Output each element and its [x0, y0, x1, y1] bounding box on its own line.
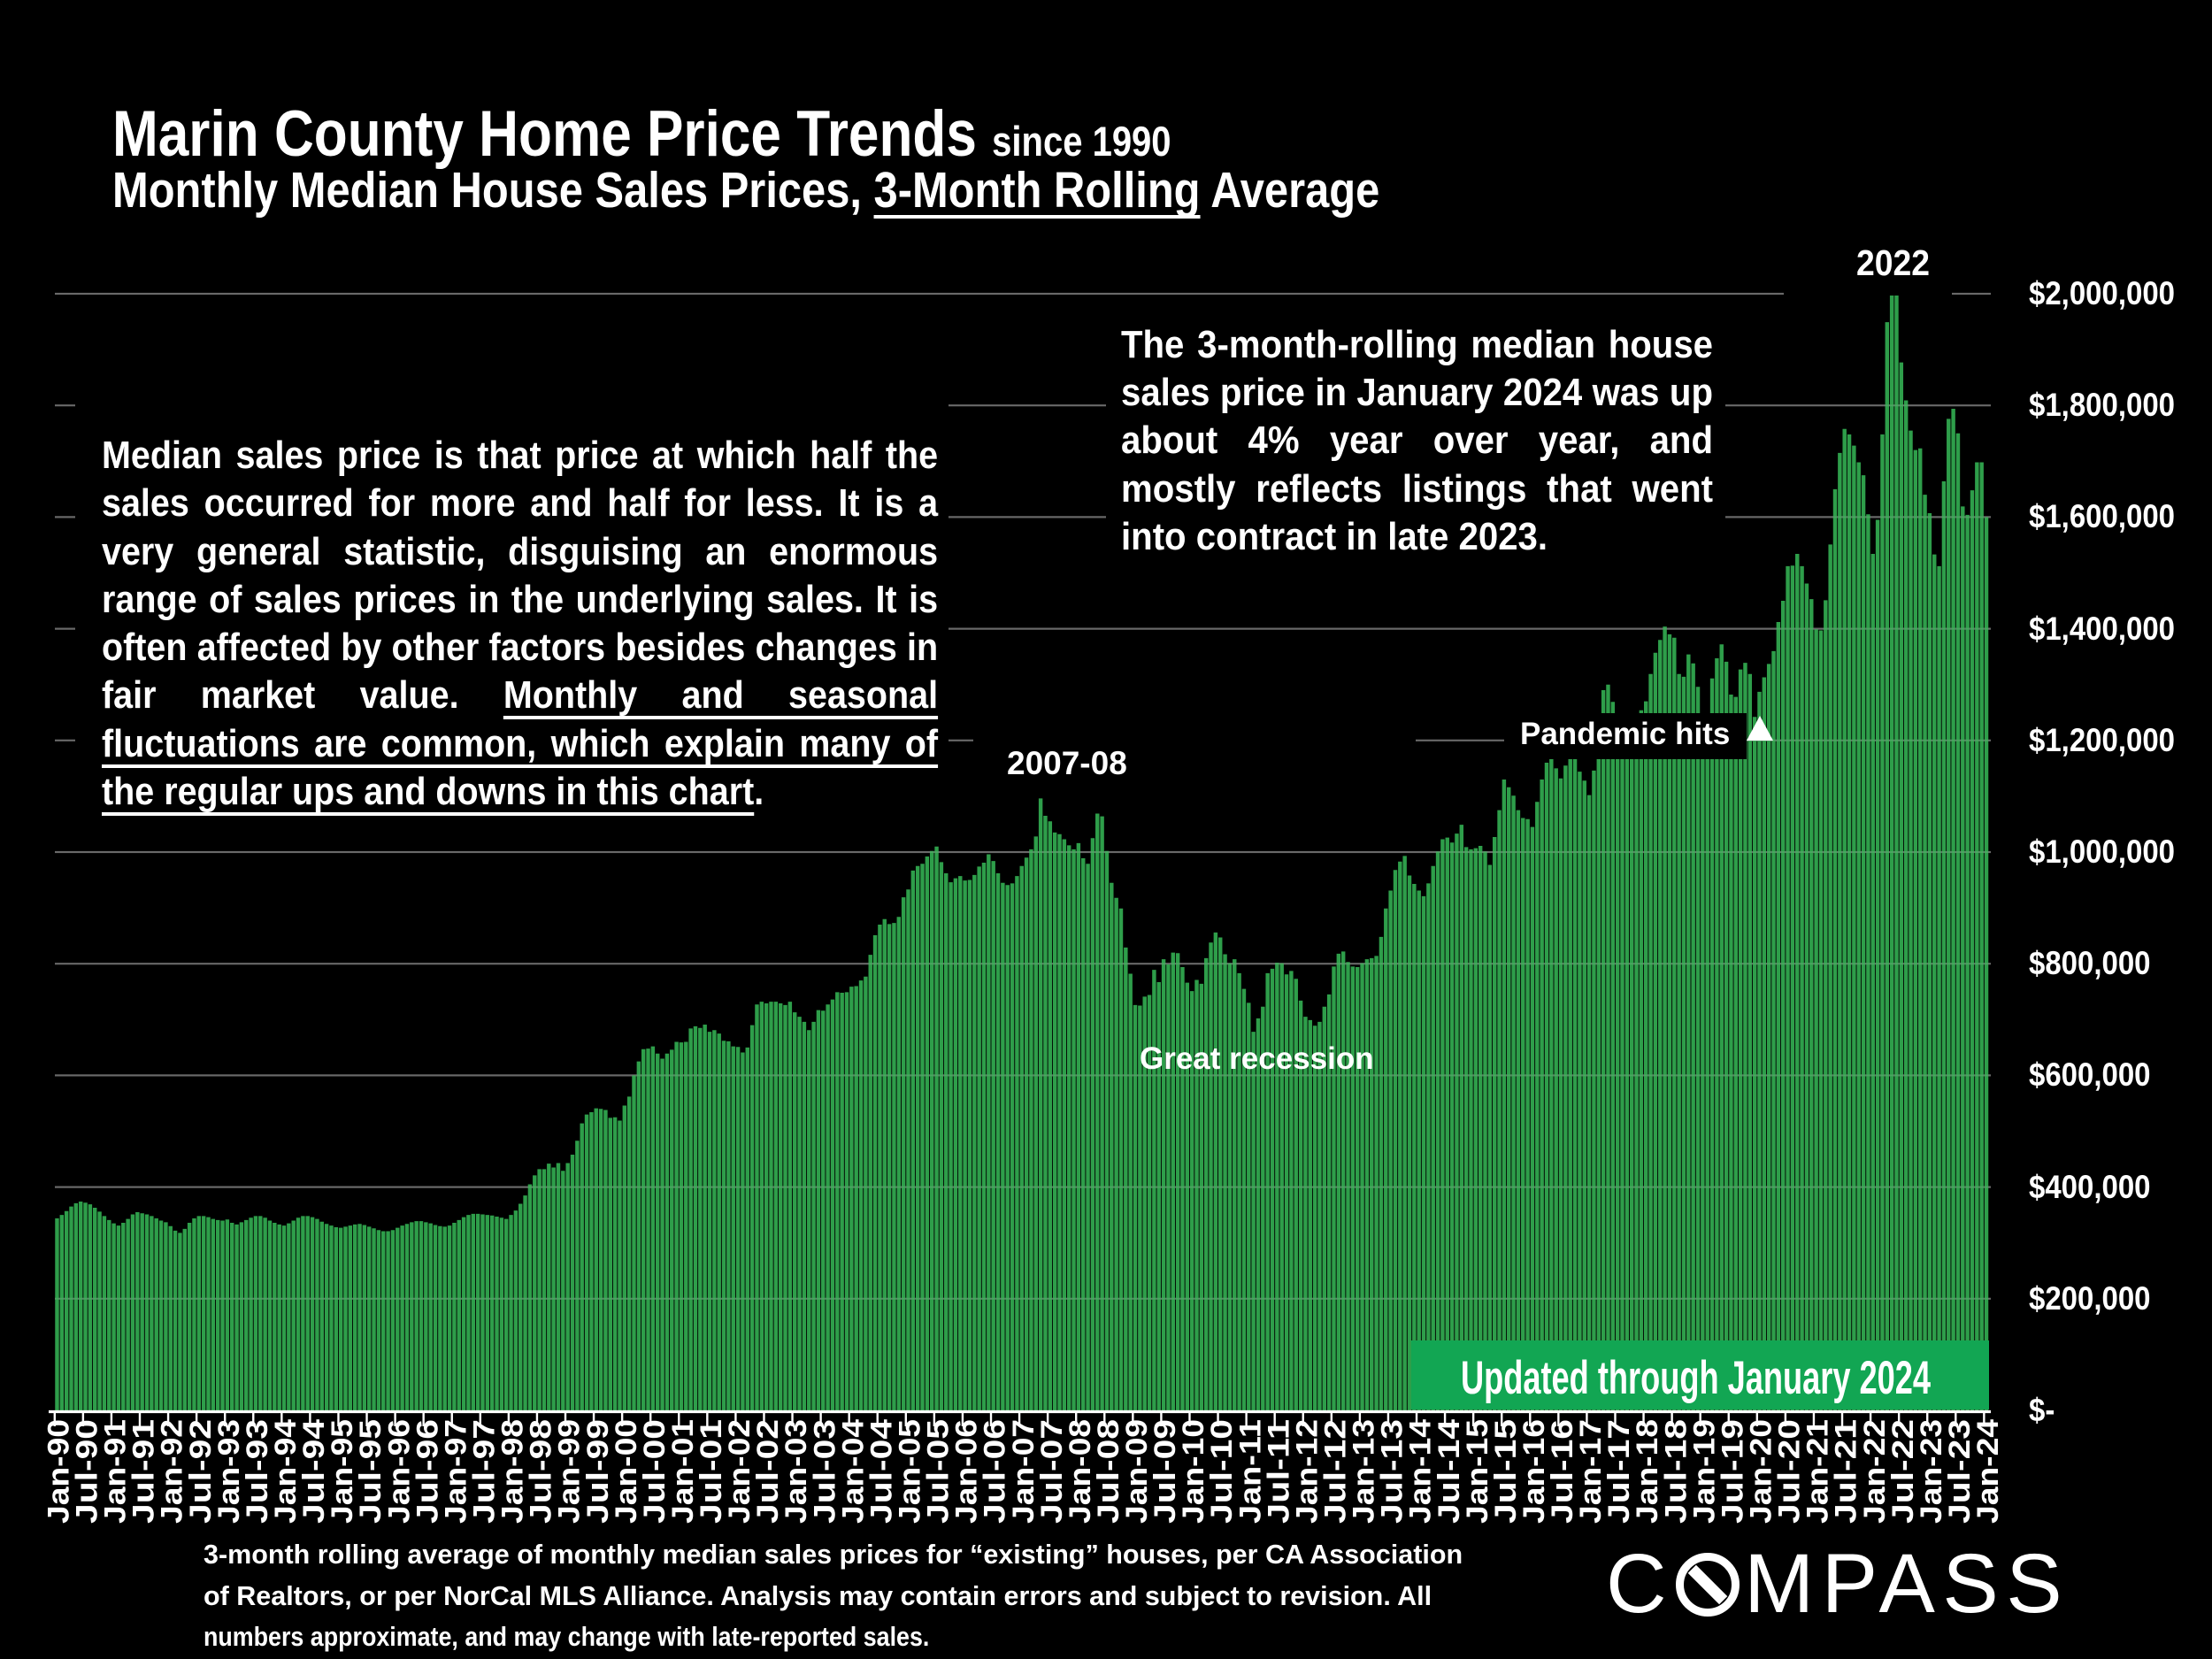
svg-text:Jul-19: Jul-19 [1716, 1419, 1749, 1524]
svg-text:Jan-06: Jan-06 [950, 1419, 984, 1524]
svg-text:Jul-11: Jul-11 [1262, 1419, 1295, 1524]
svg-text:Jan-93: Jan-93 [212, 1419, 246, 1524]
svg-text:Jul-03: Jul-03 [808, 1419, 841, 1524]
svg-text:Jul-21: Jul-21 [1830, 1419, 1863, 1524]
svg-text:Jan-96: Jan-96 [382, 1419, 416, 1524]
svg-text:Jul-22: Jul-22 [1886, 1419, 1920, 1524]
svg-text:Jan-21: Jan-21 [1801, 1419, 1835, 1524]
svg-text:Jul-05: Jul-05 [922, 1419, 956, 1524]
svg-text:Jan-20: Jan-20 [1744, 1419, 1778, 1524]
svg-text:Jan-24: Jan-24 [1971, 1419, 2005, 1524]
svg-text:Jan-08: Jan-08 [1064, 1419, 1097, 1524]
svg-text:Jan-94: Jan-94 [269, 1419, 303, 1524]
svg-text:Jul-04: Jul-04 [864, 1419, 898, 1524]
svg-text:Jul-23: Jul-23 [1943, 1419, 1977, 1524]
svg-text:Jan-91: Jan-91 [99, 1419, 133, 1524]
svg-text:Jul-15: Jul-15 [1489, 1419, 1523, 1524]
svg-text:Jul-12: Jul-12 [1318, 1419, 1352, 1524]
svg-text:Jan-23: Jan-23 [1915, 1419, 1948, 1524]
svg-text:Jul-95: Jul-95 [354, 1419, 388, 1524]
svg-text:Jan-03: Jan-03 [780, 1419, 813, 1524]
svg-text:Jul-09: Jul-09 [1148, 1419, 1182, 1524]
svg-text:Jul-13: Jul-13 [1376, 1419, 1409, 1524]
svg-text:Jul-17: Jul-17 [1602, 1419, 1636, 1524]
svg-text:Jan-09: Jan-09 [1120, 1419, 1154, 1524]
svg-text:Jan-13: Jan-13 [1348, 1419, 1381, 1524]
svg-text:Jan-05: Jan-05 [893, 1419, 926, 1524]
svg-text:Jul-96: Jul-96 [411, 1419, 444, 1524]
svg-text:Jan-15: Jan-15 [1461, 1419, 1494, 1524]
svg-text:Jan-17: Jan-17 [1574, 1419, 1608, 1524]
svg-text:Jan-98: Jan-98 [496, 1419, 530, 1524]
svg-text:Jan-92: Jan-92 [156, 1419, 189, 1524]
svg-text:Jan-16: Jan-16 [1517, 1419, 1551, 1524]
svg-text:Jan-95: Jan-95 [326, 1419, 359, 1524]
svg-text:Jul-20: Jul-20 [1773, 1419, 1807, 1524]
svg-text:Jan-19: Jan-19 [1687, 1419, 1721, 1524]
svg-text:Jan-07: Jan-07 [1007, 1419, 1041, 1524]
svg-text:Jul-00: Jul-00 [638, 1419, 672, 1524]
svg-text:Jan-11: Jan-11 [1233, 1419, 1267, 1524]
svg-text:Jul-94: Jul-94 [297, 1419, 331, 1524]
svg-text:Jan-01: Jan-01 [666, 1419, 700, 1524]
svg-text:Jan-04: Jan-04 [836, 1419, 870, 1524]
svg-text:Jan-99: Jan-99 [553, 1419, 587, 1524]
svg-text:Jul-07: Jul-07 [1035, 1419, 1069, 1524]
svg-text:Jan-12: Jan-12 [1290, 1419, 1324, 1524]
svg-text:Jul-93: Jul-93 [241, 1419, 274, 1524]
svg-text:Jul-14: Jul-14 [1432, 1419, 1466, 1524]
svg-text:Jul-18: Jul-18 [1659, 1419, 1693, 1524]
svg-text:Jul-91: Jul-91 [127, 1419, 161, 1524]
svg-text:Jul-02: Jul-02 [751, 1419, 785, 1524]
svg-text:Jan-02: Jan-02 [723, 1419, 757, 1524]
svg-text:Jul-08: Jul-08 [1092, 1419, 1125, 1524]
svg-text:Jan-18: Jan-18 [1631, 1419, 1664, 1524]
svg-text:Jan-14: Jan-14 [1404, 1419, 1438, 1524]
svg-text:Jul-92: Jul-92 [184, 1419, 218, 1524]
svg-text:Jul-97: Jul-97 [467, 1419, 501, 1524]
svg-text:Jul-99: Jul-99 [581, 1419, 615, 1524]
svg-text:Jan-00: Jan-00 [610, 1419, 643, 1524]
svg-text:Jul-90: Jul-90 [71, 1419, 104, 1524]
svg-text:Jul-16: Jul-16 [1546, 1419, 1579, 1524]
svg-text:Jul-10: Jul-10 [1205, 1419, 1239, 1524]
svg-text:Jan-97: Jan-97 [439, 1419, 472, 1524]
svg-text:Jul-06: Jul-06 [979, 1419, 1012, 1524]
svg-text:Jul-01: Jul-01 [695, 1419, 728, 1524]
svg-text:Jul-98: Jul-98 [525, 1419, 558, 1524]
svg-text:Jan-10: Jan-10 [1177, 1419, 1210, 1524]
svg-text:Jan-90: Jan-90 [42, 1419, 75, 1524]
svg-text:Jan-22: Jan-22 [1858, 1419, 1892, 1524]
